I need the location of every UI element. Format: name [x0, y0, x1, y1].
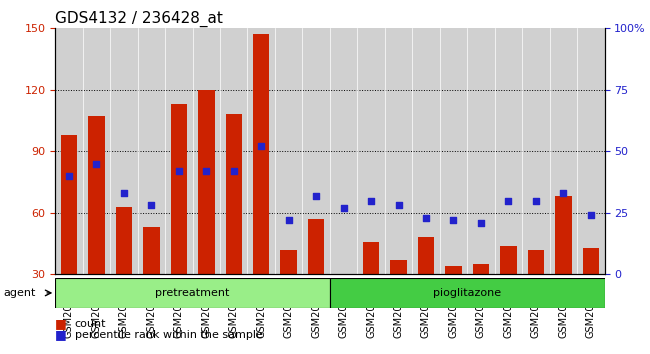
- Point: [146, 202, 157, 208]
- Bar: [198, 90, 214, 336]
- Bar: [226, 114, 242, 336]
- Point: [64, 173, 74, 179]
- Bar: [500, 246, 517, 336]
- Bar: [528, 250, 544, 336]
- Bar: [280, 250, 297, 336]
- Point: [558, 190, 569, 196]
- Point: [530, 198, 541, 203]
- Point: [421, 215, 431, 221]
- Point: [174, 168, 184, 174]
- Bar: [275, 28, 302, 274]
- Point: [339, 205, 349, 211]
- Text: percentile rank within the sample: percentile rank within the sample: [75, 330, 263, 339]
- Bar: [308, 219, 324, 336]
- Bar: [220, 28, 248, 274]
- Point: [503, 198, 514, 203]
- Bar: [577, 28, 605, 274]
- Bar: [335, 274, 352, 336]
- Bar: [439, 28, 467, 274]
- Text: pioglitazone: pioglitazone: [433, 288, 501, 298]
- Bar: [358, 28, 385, 274]
- Text: pretreatment: pretreatment: [155, 288, 229, 298]
- Point: [283, 217, 294, 223]
- Bar: [330, 28, 358, 274]
- Bar: [55, 278, 330, 308]
- Bar: [550, 28, 577, 274]
- Point: [256, 144, 266, 149]
- Bar: [55, 28, 83, 274]
- Bar: [330, 278, 604, 308]
- Text: ■: ■: [55, 318, 67, 330]
- Bar: [522, 28, 550, 274]
- Point: [448, 217, 459, 223]
- Bar: [253, 34, 270, 336]
- Bar: [495, 28, 522, 274]
- Bar: [412, 28, 439, 274]
- Bar: [582, 248, 599, 336]
- Point: [229, 168, 239, 174]
- Bar: [390, 260, 407, 336]
- Bar: [473, 264, 489, 336]
- Bar: [192, 28, 220, 274]
- Bar: [555, 196, 571, 336]
- Text: ■: ■: [55, 328, 67, 341]
- Bar: [170, 104, 187, 336]
- Bar: [165, 28, 192, 274]
- Bar: [116, 207, 132, 336]
- Bar: [445, 266, 462, 336]
- Text: agent: agent: [3, 288, 36, 298]
- Bar: [248, 28, 275, 274]
- Bar: [88, 116, 105, 336]
- Point: [586, 212, 596, 218]
- Point: [119, 190, 129, 196]
- Bar: [467, 28, 495, 274]
- Point: [311, 193, 321, 199]
- Bar: [111, 28, 138, 274]
- Bar: [83, 28, 110, 274]
- Text: count: count: [75, 319, 106, 329]
- Bar: [143, 227, 160, 336]
- Point: [201, 168, 211, 174]
- Bar: [302, 28, 330, 274]
- Text: GDS4132 / 236428_at: GDS4132 / 236428_at: [55, 11, 223, 27]
- Bar: [363, 241, 380, 336]
- Bar: [138, 28, 165, 274]
- Bar: [385, 28, 412, 274]
- Bar: [418, 238, 434, 336]
- Point: [91, 161, 101, 166]
- Point: [366, 198, 376, 203]
- Bar: [60, 135, 77, 336]
- Point: [476, 220, 486, 225]
- Point: [393, 202, 404, 208]
